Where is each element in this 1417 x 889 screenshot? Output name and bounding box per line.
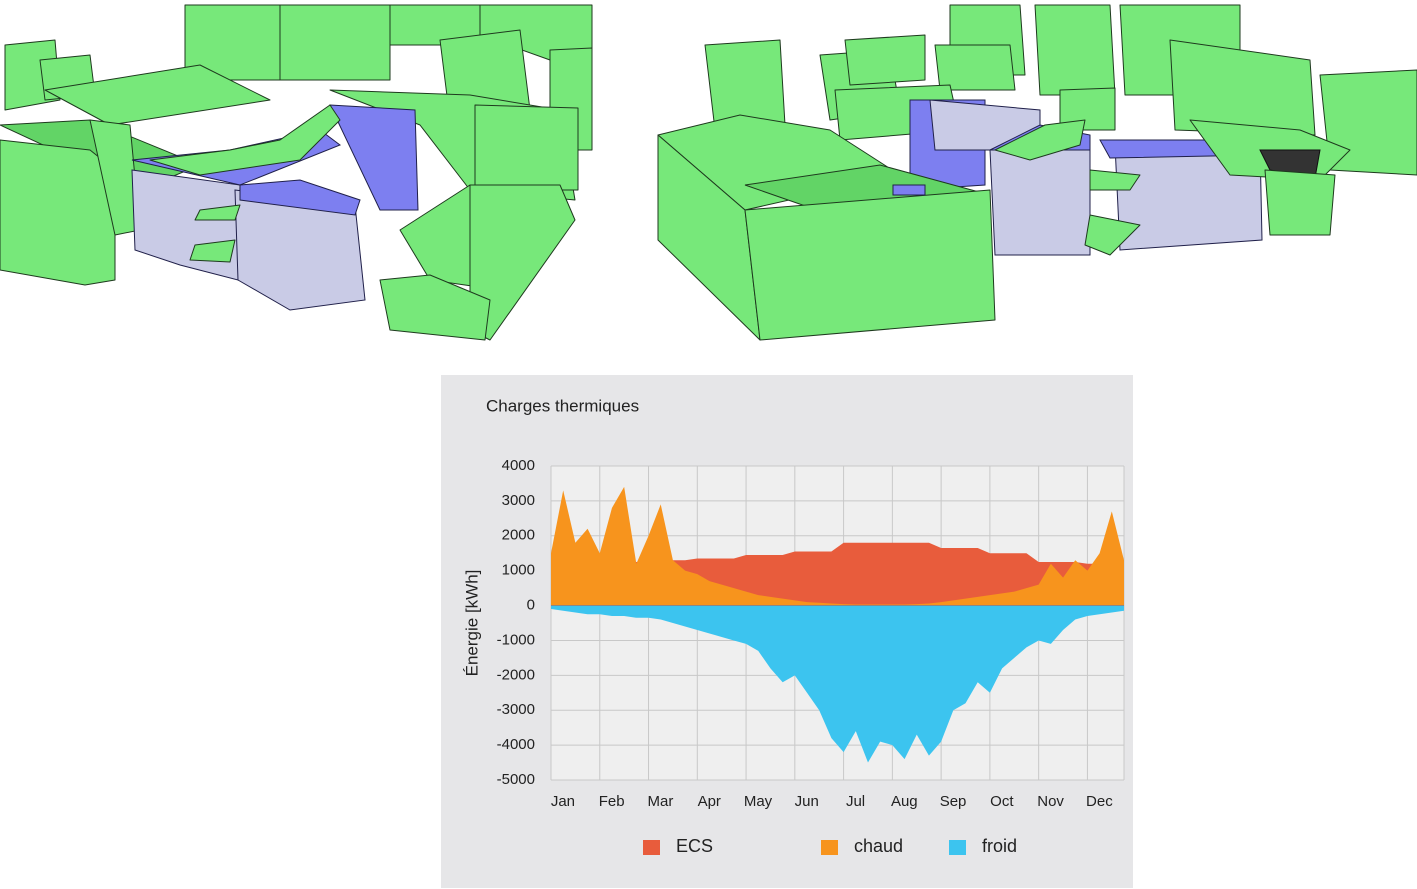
x-tick-label: Feb — [599, 793, 625, 810]
x-tick-label: Oct — [990, 793, 1014, 810]
chart-title: Charges thermiques — [486, 396, 639, 415]
y-tick-label: -4000 — [497, 736, 535, 753]
x-tick-label: May — [744, 793, 773, 810]
x-tick-label: Dec — [1086, 793, 1113, 810]
x-tick-label: Mar — [648, 793, 674, 810]
render-right — [657, 4, 1417, 341]
area — [551, 486, 1124, 606]
x-tick-label: Aug — [891, 793, 918, 810]
legend-swatch — [821, 840, 838, 855]
legend-swatch — [643, 840, 660, 855]
render-left — [0, 4, 593, 341]
y-tick-label: -2000 — [497, 666, 535, 683]
y-tick-label: 3000 — [502, 492, 535, 509]
y-tick-label: 1000 — [502, 562, 535, 579]
y-tick-label: -5000 — [497, 771, 535, 788]
x-tick-label: Sep — [940, 793, 967, 810]
legend-swatch — [949, 840, 966, 855]
legend-label: froid — [982, 836, 1017, 856]
x-tick-label: Jan — [551, 793, 575, 810]
x-tick-label: Nov — [1037, 793, 1064, 810]
x-tick-label: Jun — [795, 793, 819, 810]
y-tick-label: 4000 — [502, 457, 535, 474]
x-tick-label: Apr — [698, 793, 721, 810]
y-tick-label: -3000 — [497, 701, 535, 718]
chart: Charges thermiques Énergie [kWh] 4000 300… — [441, 375, 1133, 888]
area — [551, 605, 1124, 763]
legend-label: ECS — [676, 836, 713, 856]
y-tick-label: -1000 — [497, 631, 535, 648]
y-tick-label: 0 — [527, 597, 535, 614]
x-tick-label: Jul — [846, 793, 865, 810]
legend-label: chaud — [854, 836, 903, 856]
y-tick-label: 2000 — [502, 527, 535, 544]
building-renders — [0, 4, 1417, 341]
y-axis-label: Énergie [kWh] — [462, 570, 481, 677]
